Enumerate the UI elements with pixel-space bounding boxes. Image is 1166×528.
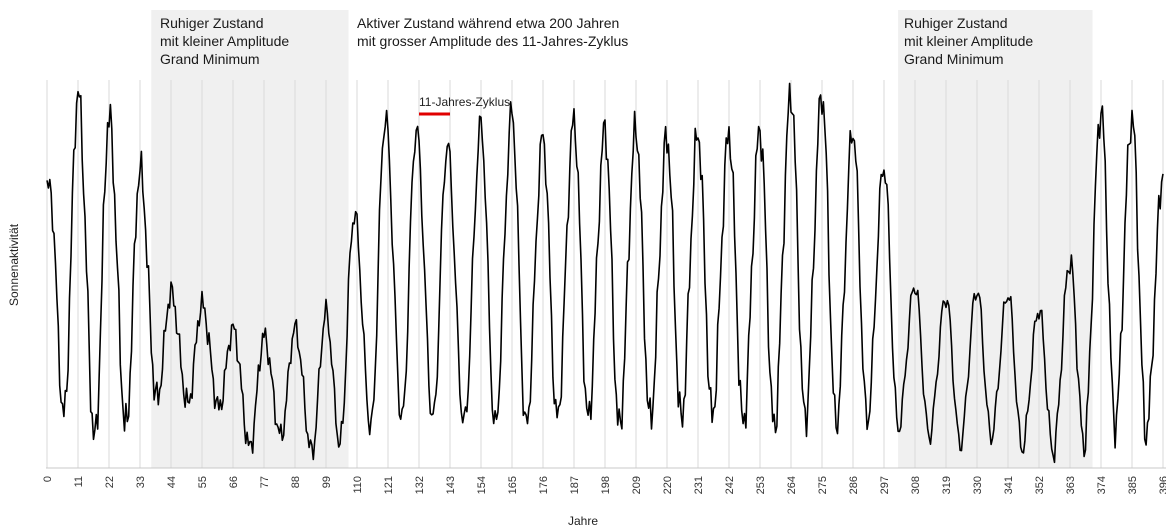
x-tick-label: 77: [259, 476, 271, 488]
x-tick-label: 352: [1034, 476, 1046, 494]
x-axis-label: Jahre: [567, 514, 599, 528]
x-tick-label: 99: [321, 476, 333, 488]
x-tick-label: 385: [1127, 476, 1139, 494]
active-state-label: Aktiver Zustand während etwa 200 Jahren …: [357, 14, 628, 50]
x-tick-label: 88: [290, 476, 302, 488]
shaded-region-label-right: Ruhiger Zustand mit kleiner Amplitude Gr…: [904, 14, 1033, 68]
x-tick-label: 220: [662, 476, 674, 494]
x-tick-label: 253: [755, 476, 767, 494]
shaded-region-label-left: Ruhiger Zustand mit kleiner Amplitude Gr…: [160, 14, 289, 68]
x-tick-label: 231: [693, 476, 705, 494]
x-tick-label: 44: [166, 476, 178, 488]
x-tick-label: 187: [569, 476, 581, 494]
x-tick-label: 297: [879, 476, 891, 494]
x-tick-label: 165: [507, 476, 519, 494]
label-line: Grand Minimum: [904, 51, 1004, 67]
shaded-region-1: [151, 10, 349, 468]
x-tick-label: 396: [1158, 476, 1166, 494]
x-tick-label: 286: [848, 476, 860, 494]
series-line-solar-activity: [46, 82, 1164, 464]
x-tick-label: 132: [414, 476, 426, 494]
x-tick-label: 330: [972, 476, 984, 494]
x-tick-label: 176: [538, 476, 550, 494]
y-axis-label: Sonnenaktivität: [7, 223, 21, 307]
x-tick-labels: 0 11 22 33 44 55 66 77 88 99 110 121 132 143 154 165 176…: [42, 476, 1166, 494]
x-tick-label: 209: [631, 476, 643, 494]
cycle-marker-label: 11-Jahres-Zyklus: [419, 95, 511, 109]
label-line: mit grosser Amplitude des 11-Jahres-Zykl…: [357, 33, 629, 49]
x-tick-label: 341: [1003, 476, 1015, 494]
label-line: Ruhiger Zustand: [160, 15, 264, 31]
shaded-regions: [151, 10, 1093, 468]
label-line: Ruhiger Zustand: [904, 15, 1008, 31]
label-line: mit kleiner Amplitude: [160, 33, 290, 49]
x-tick-label: 363: [1065, 476, 1077, 494]
x-tick-label: 11: [73, 476, 85, 487]
x-tick-label: 33: [135, 476, 147, 488]
x-tick-label: 242: [724, 476, 736, 494]
x-tick-label: 22: [104, 476, 116, 488]
label-line: mit kleiner Amplitude: [904, 33, 1034, 49]
x-tick-label: 154: [476, 476, 488, 494]
x-tick-label: 319: [941, 476, 953, 494]
x-tick-label: 110: [352, 476, 364, 494]
x-tick-label: 264: [786, 476, 798, 494]
label-line: Grand Minimum: [160, 51, 260, 67]
x-tick-label: 374: [1096, 476, 1108, 494]
x-tick-label: 143: [445, 476, 457, 494]
x-tick-label: 275: [817, 476, 829, 494]
label-line: Aktiver Zustand während etwa 200 Jahren: [357, 15, 620, 31]
x-tick-label: 198: [600, 476, 612, 494]
x-tick-label: 308: [910, 476, 922, 494]
x-tick-label: 66: [228, 476, 240, 488]
x-tick-label: 55: [197, 476, 209, 488]
x-tick-label: 121: [383, 476, 395, 494]
vertical-gridlines: [46, 80, 1164, 468]
x-tick-label: 0: [42, 476, 54, 482]
